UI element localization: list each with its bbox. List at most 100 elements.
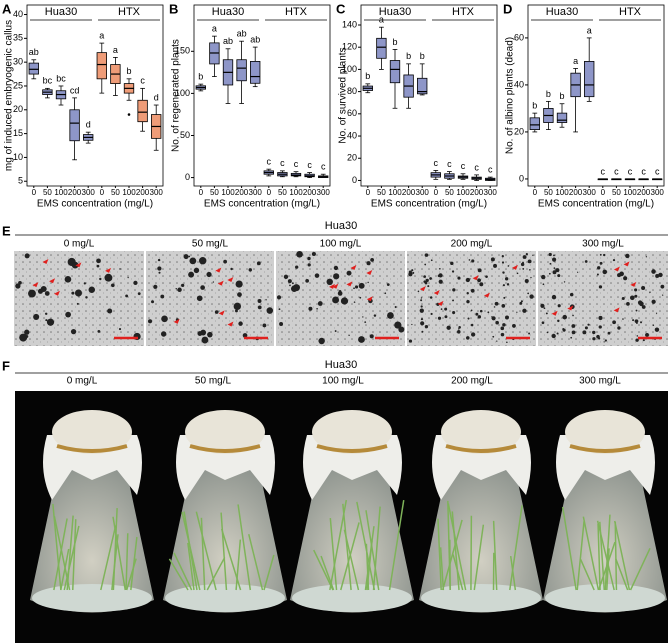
callus <box>485 275 488 278</box>
x-tick-label: 0 <box>199 188 204 197</box>
leaf <box>492 520 498 591</box>
significance-letter: b <box>198 72 203 82</box>
callus <box>655 312 658 314</box>
leaf <box>597 541 616 591</box>
callus <box>256 261 261 266</box>
callus <box>500 326 505 331</box>
y-tick-label: 5 <box>18 176 23 186</box>
callus <box>634 319 639 324</box>
callus <box>636 322 638 325</box>
arrow <box>173 318 180 324</box>
callus <box>466 299 470 304</box>
x-tick-label: 50 <box>278 188 287 197</box>
leaf <box>356 501 376 591</box>
callus <box>652 324 655 326</box>
significance-letter: b <box>365 71 370 81</box>
x-tick-label: 300 <box>249 188 263 197</box>
photo-label: 50 mg/L <box>192 239 229 250</box>
callus <box>598 325 602 329</box>
medium <box>292 584 412 612</box>
callus <box>522 308 527 313</box>
callus <box>587 323 590 326</box>
callus <box>552 270 557 275</box>
callus <box>632 319 635 322</box>
callus <box>214 310 219 314</box>
callus <box>292 284 300 292</box>
callus <box>257 299 262 303</box>
x-tick-label: 300 <box>82 188 96 197</box>
x-axis-label: EMS concentration (mg/L) <box>204 199 320 210</box>
callus <box>570 336 573 339</box>
leaf <box>195 511 217 591</box>
callus <box>546 331 549 334</box>
callus <box>572 314 574 317</box>
callus <box>622 318 624 320</box>
significance-letter: c <box>140 76 145 86</box>
leaf <box>112 508 118 591</box>
significance-letter: b <box>532 101 537 111</box>
leaf <box>60 548 70 591</box>
panel-letter: F <box>2 358 10 373</box>
callus <box>444 307 448 311</box>
callus <box>314 273 320 278</box>
group-label: Hua30 <box>212 6 244 18</box>
callus <box>420 297 423 299</box>
significance-letter: a <box>379 15 384 25</box>
callus <box>235 280 243 288</box>
significance-letter: a <box>212 24 217 34</box>
leaf <box>606 548 610 591</box>
significance-letter: ab <box>29 47 39 57</box>
y-tick-label: 140 <box>342 19 357 29</box>
callus <box>582 330 587 335</box>
callus <box>541 274 546 280</box>
leaf <box>125 533 129 591</box>
y-tick-label: 20 <box>347 153 357 163</box>
callus <box>528 332 531 335</box>
callus <box>524 279 529 284</box>
arrow <box>42 259 49 265</box>
callus <box>177 287 182 293</box>
leaf <box>220 512 228 591</box>
callus <box>502 271 505 274</box>
callus <box>465 277 470 283</box>
callus <box>612 258 616 262</box>
callus <box>470 309 473 312</box>
x-tick-label: 300 <box>651 188 665 197</box>
significance-letter: a <box>573 56 578 66</box>
callus <box>555 268 560 273</box>
callus <box>353 287 355 290</box>
callus <box>25 335 29 338</box>
callus <box>562 314 568 320</box>
callus <box>629 295 635 301</box>
group-label: HTX <box>118 6 141 18</box>
callus <box>387 312 394 319</box>
callus <box>503 296 506 299</box>
callus <box>353 301 356 303</box>
arrow <box>511 264 518 270</box>
significance-letter: c <box>434 158 439 168</box>
x-axis-label: EMS concentration (mg/L) <box>37 199 153 210</box>
callus <box>107 308 113 314</box>
callus <box>333 273 340 280</box>
callus-photo <box>146 251 274 346</box>
callus <box>287 279 292 284</box>
rubber-band <box>569 444 641 453</box>
callus <box>160 331 167 337</box>
significance-letter: b <box>546 89 551 99</box>
callus <box>417 290 420 293</box>
x-axis-label: EMS concentration (mg/L) <box>538 199 654 210</box>
callus <box>188 271 195 278</box>
group-label: Hua30 <box>45 6 77 18</box>
callus <box>479 279 481 281</box>
callus <box>346 270 352 276</box>
leaf <box>604 514 611 591</box>
callus <box>307 256 311 261</box>
callus <box>563 281 566 283</box>
callus <box>237 292 242 297</box>
rubber-band <box>316 444 388 453</box>
callus <box>96 258 101 264</box>
arrow <box>217 280 224 286</box>
medium <box>165 584 285 612</box>
y-tick-label: 30 <box>13 57 23 67</box>
callus <box>520 262 525 267</box>
